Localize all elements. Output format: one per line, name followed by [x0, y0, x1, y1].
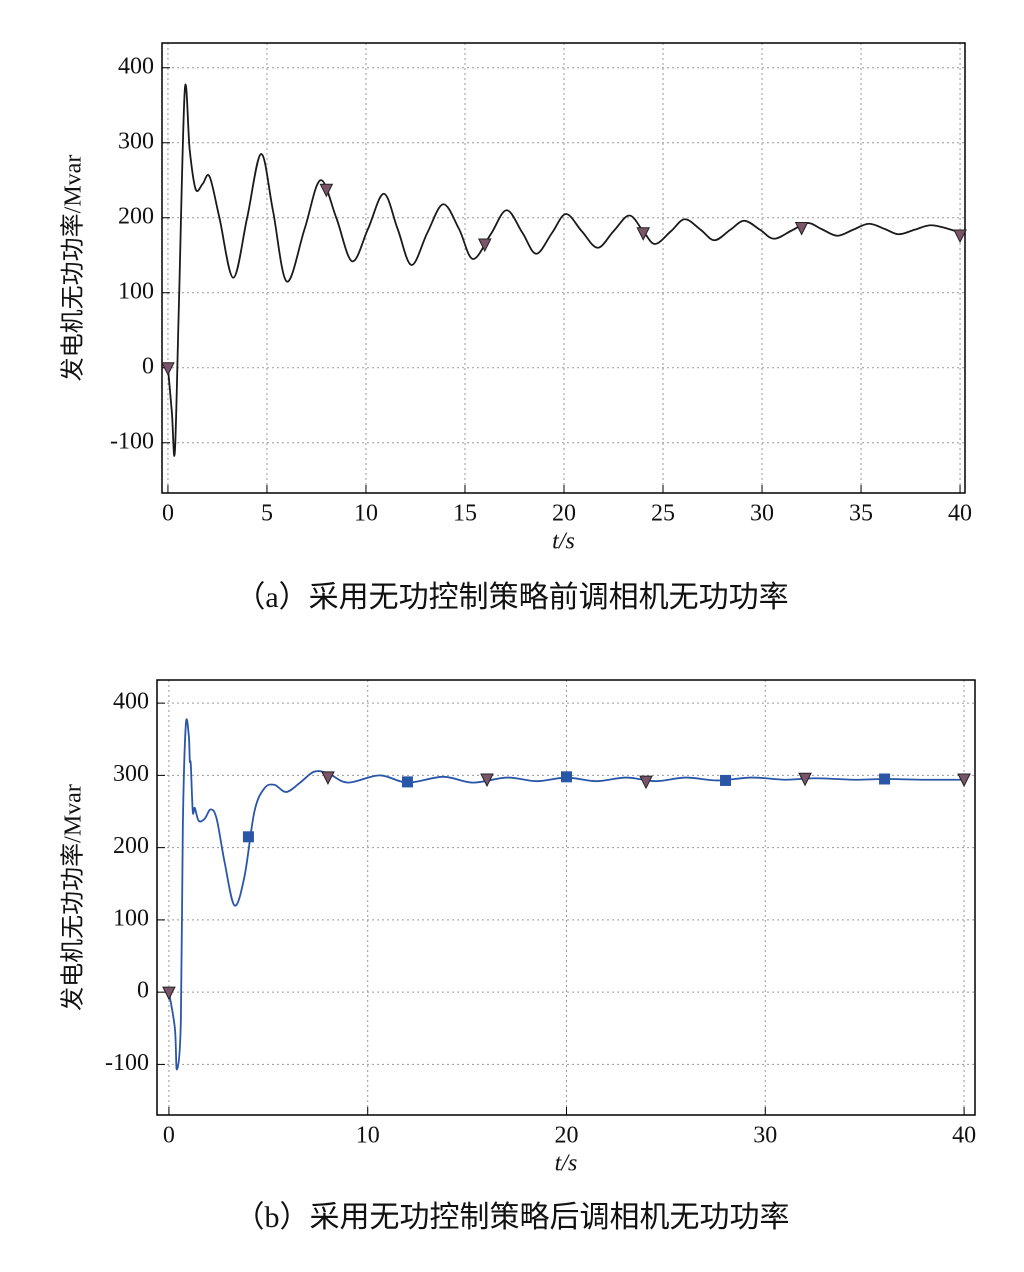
x-tick-label: 25: [651, 501, 675, 527]
x-tick-label: 15: [453, 501, 477, 527]
triangle-marker: [794, 222, 809, 236]
x-tick-label: 20: [552, 501, 576, 527]
x-axis-label: t/s: [552, 529, 575, 555]
y-tick-label: 100: [113, 905, 149, 931]
y-tick-label: 300: [118, 128, 154, 154]
triangle-marker: [477, 238, 492, 253]
y-tick-label: 300: [113, 761, 149, 787]
y-tick-label: 400: [118, 53, 154, 79]
x-tick-label: 10: [356, 1123, 380, 1149]
x-tick-label: 35: [849, 501, 873, 527]
y-tick-label: 100: [118, 278, 154, 304]
square-marker: [879, 773, 891, 785]
square-marker: [242, 831, 254, 843]
y-tick-label: 200: [113, 833, 149, 859]
plot-frame: [156, 679, 976, 1116]
plot-frame: [161, 42, 966, 494]
x-tick-label: 0: [163, 1123, 175, 1149]
data-line: [168, 718, 965, 1071]
caption: （a）采用无功控制策略前调相机无功功率: [235, 581, 788, 614]
triangle-marker: [480, 773, 494, 788]
triangle-marker: [161, 362, 175, 376]
y-tick-label: 0: [142, 353, 154, 379]
y-tick-label: 400: [113, 689, 149, 715]
triangle-marker: [319, 183, 334, 198]
square-marker: [401, 776, 413, 788]
x-axis-label: t/s: [555, 1151, 578, 1177]
y-tick-label: 200: [118, 203, 154, 229]
triangle-marker: [798, 772, 812, 787]
triangle-marker: [636, 227, 651, 241]
y-axis-label: 发电机无功功率/Mvar: [60, 784, 87, 1011]
x-tick-label: 40: [948, 501, 972, 527]
x-tick-label: 5: [261, 501, 273, 527]
y-axis-label: 发电机无功功率/Mvar: [60, 155, 87, 382]
x-tick-label: 10: [354, 501, 378, 527]
square-marker: [560, 771, 572, 783]
triangle-marker: [162, 986, 176, 1001]
triangle-marker: [639, 775, 653, 790]
x-tick-label: 0: [162, 501, 174, 527]
x-tick-label: 40: [952, 1123, 976, 1149]
y-tick-label: 0: [137, 978, 149, 1004]
data-line: [167, 83, 961, 457]
triangle-marker: [953, 229, 967, 244]
triangle-marker: [957, 773, 971, 788]
x-tick-label: 20: [554, 1123, 578, 1149]
caption: （b）采用无功控制策略后调相机无功功率: [235, 1201, 790, 1234]
triangle-marker: [321, 771, 335, 785]
x-tick-label: 30: [750, 501, 774, 527]
y-tick-label: -100: [105, 1050, 149, 1076]
square-marker: [720, 774, 732, 786]
x-tick-label: 30: [753, 1123, 777, 1149]
y-tick-label: -100: [110, 428, 154, 454]
